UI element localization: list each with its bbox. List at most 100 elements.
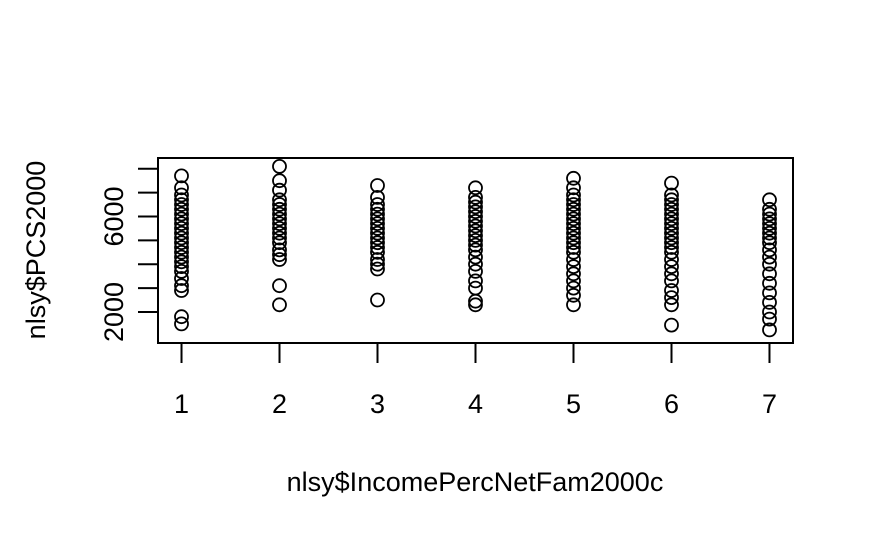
points-layer	[174, 158, 777, 338]
data-point	[566, 225, 581, 241]
data-point	[468, 280, 483, 296]
data-point	[272, 242, 287, 258]
data-point	[370, 240, 385, 255]
data-point	[762, 201, 777, 217]
data-point	[272, 158, 287, 174]
data-point	[566, 187, 581, 203]
x-axis-title: nlsy$IncomePercNetFam2000c	[287, 467, 664, 497]
data-point	[664, 230, 679, 246]
data-point	[664, 225, 679, 241]
data-point	[566, 280, 581, 296]
data-point	[272, 201, 287, 217]
data-point	[174, 235, 189, 251]
data-point	[174, 211, 189, 227]
x-tick-label: 1	[174, 389, 189, 419]
data-point	[468, 249, 483, 265]
data-point	[272, 182, 287, 198]
data-point	[566, 192, 581, 208]
data-point	[664, 244, 679, 260]
x-tick-label: 3	[370, 389, 385, 419]
data-point	[272, 220, 287, 236]
data-point	[468, 242, 483, 258]
data-point	[762, 211, 777, 227]
data-point	[468, 189, 483, 205]
data-point	[174, 309, 189, 325]
data-point	[762, 256, 777, 272]
data-point	[174, 197, 189, 212]
data-point	[762, 235, 777, 251]
data-point	[272, 173, 287, 189]
data-point	[272, 230, 287, 246]
data-point	[370, 201, 385, 217]
data-point	[664, 252, 679, 267]
data-point	[272, 197, 287, 212]
data-point	[762, 249, 777, 265]
data-point	[370, 244, 385, 260]
data-point	[370, 178, 385, 193]
data-point	[468, 213, 483, 229]
data-point	[664, 211, 679, 227]
data-point	[664, 220, 679, 236]
data-point	[272, 278, 287, 294]
data-point	[370, 189, 385, 205]
x-tick-label: 7	[762, 389, 777, 419]
data-point	[174, 230, 189, 246]
data-point	[468, 273, 483, 289]
data-point	[762, 311, 777, 327]
data-point	[566, 235, 581, 251]
data-point	[762, 230, 777, 246]
data-point	[370, 252, 385, 267]
data-point	[468, 228, 483, 244]
data-point	[370, 206, 385, 222]
data-point	[272, 192, 287, 208]
data-point	[566, 259, 581, 275]
x-tick-label: 6	[664, 389, 679, 419]
data-point	[664, 297, 679, 313]
data-point	[664, 197, 679, 212]
y-axis: 2000 6000	[99, 167, 159, 342]
data-point	[370, 256, 385, 272]
data-point	[664, 175, 679, 191]
data-point	[174, 254, 189, 270]
data-point	[272, 225, 287, 241]
data-point	[468, 232, 483, 248]
y-tick-label: 2000	[99, 282, 129, 342]
data-point	[174, 240, 189, 255]
data-point	[174, 283, 189, 298]
data-point	[566, 240, 581, 255]
data-point	[762, 294, 777, 310]
data-point	[762, 242, 777, 258]
data-point	[174, 201, 189, 217]
data-point	[468, 256, 483, 272]
data-point	[664, 290, 679, 306]
data-point	[370, 216, 385, 232]
data-point	[370, 230, 385, 246]
data-point	[762, 266, 777, 282]
data-point	[174, 206, 189, 222]
x-tick-label: 5	[566, 389, 581, 419]
data-point	[272, 211, 287, 227]
data-point	[664, 235, 679, 251]
data-point	[370, 292, 385, 308]
data-point	[664, 283, 679, 298]
data-point	[566, 252, 581, 267]
data-point	[174, 278, 189, 294]
data-point	[272, 206, 287, 222]
data-point	[566, 244, 581, 260]
data-point	[174, 271, 189, 286]
data-point	[174, 263, 189, 279]
data-point	[664, 192, 679, 208]
data-point	[566, 216, 581, 232]
data-point	[566, 273, 581, 289]
data-point	[272, 247, 287, 263]
x-tick-label: 4	[468, 389, 483, 419]
data-point	[174, 316, 189, 332]
data-point	[468, 223, 483, 239]
data-point	[272, 235, 287, 251]
data-point	[174, 259, 189, 275]
data-point	[272, 252, 287, 267]
data-point	[468, 199, 483, 215]
data-point	[762, 225, 777, 241]
data-point	[762, 206, 777, 222]
data-point	[370, 225, 385, 241]
